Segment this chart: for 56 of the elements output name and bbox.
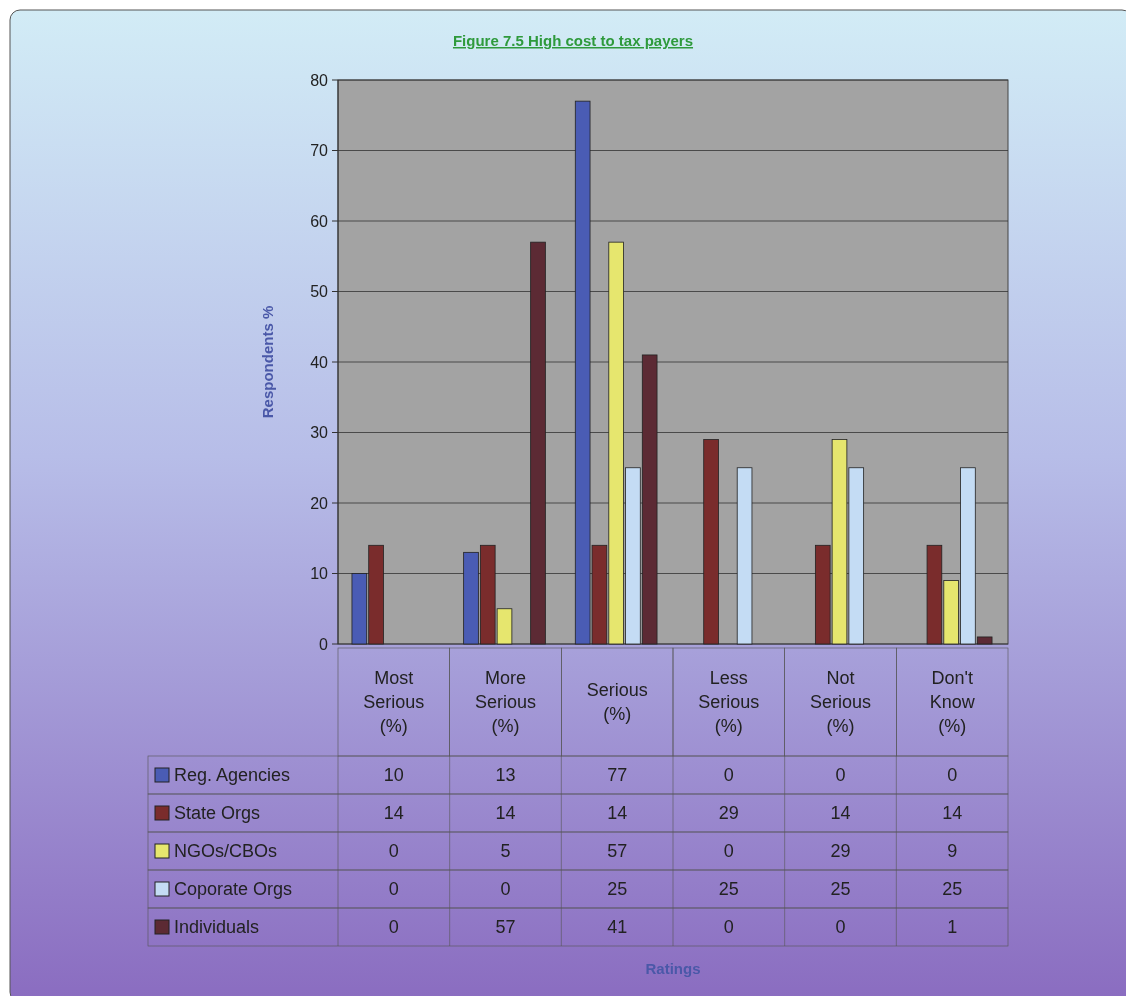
data-label: 25 bbox=[607, 879, 628, 900]
text: Ratings bbox=[645, 960, 701, 977]
y-tick-label: 60 bbox=[310, 212, 329, 230]
data-label: 9 bbox=[947, 841, 958, 862]
data-label: 5 bbox=[500, 841, 511, 862]
data-label: 25 bbox=[830, 879, 851, 900]
legend-label: Reg. Agencies bbox=[174, 765, 291, 786]
data-label: 14 bbox=[942, 803, 963, 824]
data-label: 0 bbox=[388, 917, 399, 938]
data-label: 0 bbox=[947, 765, 958, 786]
y-tick-label: 20 bbox=[310, 494, 329, 512]
data-label: 0 bbox=[723, 841, 734, 862]
data-label: 0 bbox=[835, 765, 846, 786]
data-label: 13 bbox=[495, 765, 516, 786]
bar bbox=[703, 439, 719, 645]
y-tick-label: 50 bbox=[310, 283, 329, 301]
x-tick-label: Less Serious (%) bbox=[698, 668, 760, 736]
data-label: 25 bbox=[942, 879, 963, 900]
data-label: 57 bbox=[495, 917, 516, 938]
data-label: 1 bbox=[947, 917, 958, 938]
data-label: 29 bbox=[830, 841, 851, 862]
data-label: 41 bbox=[607, 917, 628, 938]
legend-label: Individuals bbox=[174, 917, 260, 938]
legend-label: NGOs/CBOs bbox=[174, 841, 278, 862]
x-tick-label: Serious (%) bbox=[586, 680, 648, 724]
chart-title: Figure 7.5 High cost to tax payers bbox=[452, 32, 694, 49]
y-tick-label: 80 bbox=[310, 71, 329, 89]
data-label: 57 bbox=[607, 841, 628, 862]
data-label: 0 bbox=[835, 917, 846, 938]
data-label: 14 bbox=[495, 803, 516, 824]
data-label: 0 bbox=[500, 879, 511, 900]
legend-label: State Orgs bbox=[174, 803, 261, 824]
data-label: 0 bbox=[723, 917, 734, 938]
y-axis-title: Respondents % bbox=[259, 305, 276, 419]
data-label: 14 bbox=[830, 803, 851, 824]
data-label: 14 bbox=[383, 803, 404, 824]
x-tick-label: Most Serious (%) bbox=[363, 668, 425, 736]
y-tick-label: 30 bbox=[310, 424, 329, 442]
data-label: 14 bbox=[607, 803, 628, 824]
data-label: 0 bbox=[723, 765, 734, 786]
x-tick-label: More Serious (%) bbox=[474, 668, 537, 736]
x-tick-label: Don't Know (%) bbox=[929, 668, 976, 736]
data-label: 0 bbox=[388, 841, 399, 862]
y-tick-label: 10 bbox=[310, 565, 329, 583]
y-tick-label: 70 bbox=[310, 142, 329, 160]
bar bbox=[530, 241, 546, 645]
x-tick-label: Not Serious (%) bbox=[809, 668, 872, 736]
legend-label: Coporate Orgs bbox=[174, 879, 293, 900]
data-label: 25 bbox=[718, 879, 739, 900]
bar bbox=[736, 467, 753, 645]
data-label: 77 bbox=[607, 765, 628, 786]
y-tick-label: 40 bbox=[310, 353, 329, 371]
data-label: 0 bbox=[388, 879, 399, 900]
y-tick-label: 0 bbox=[319, 635, 329, 653]
data-label: 29 bbox=[718, 803, 739, 824]
data-label: 10 bbox=[383, 765, 404, 786]
